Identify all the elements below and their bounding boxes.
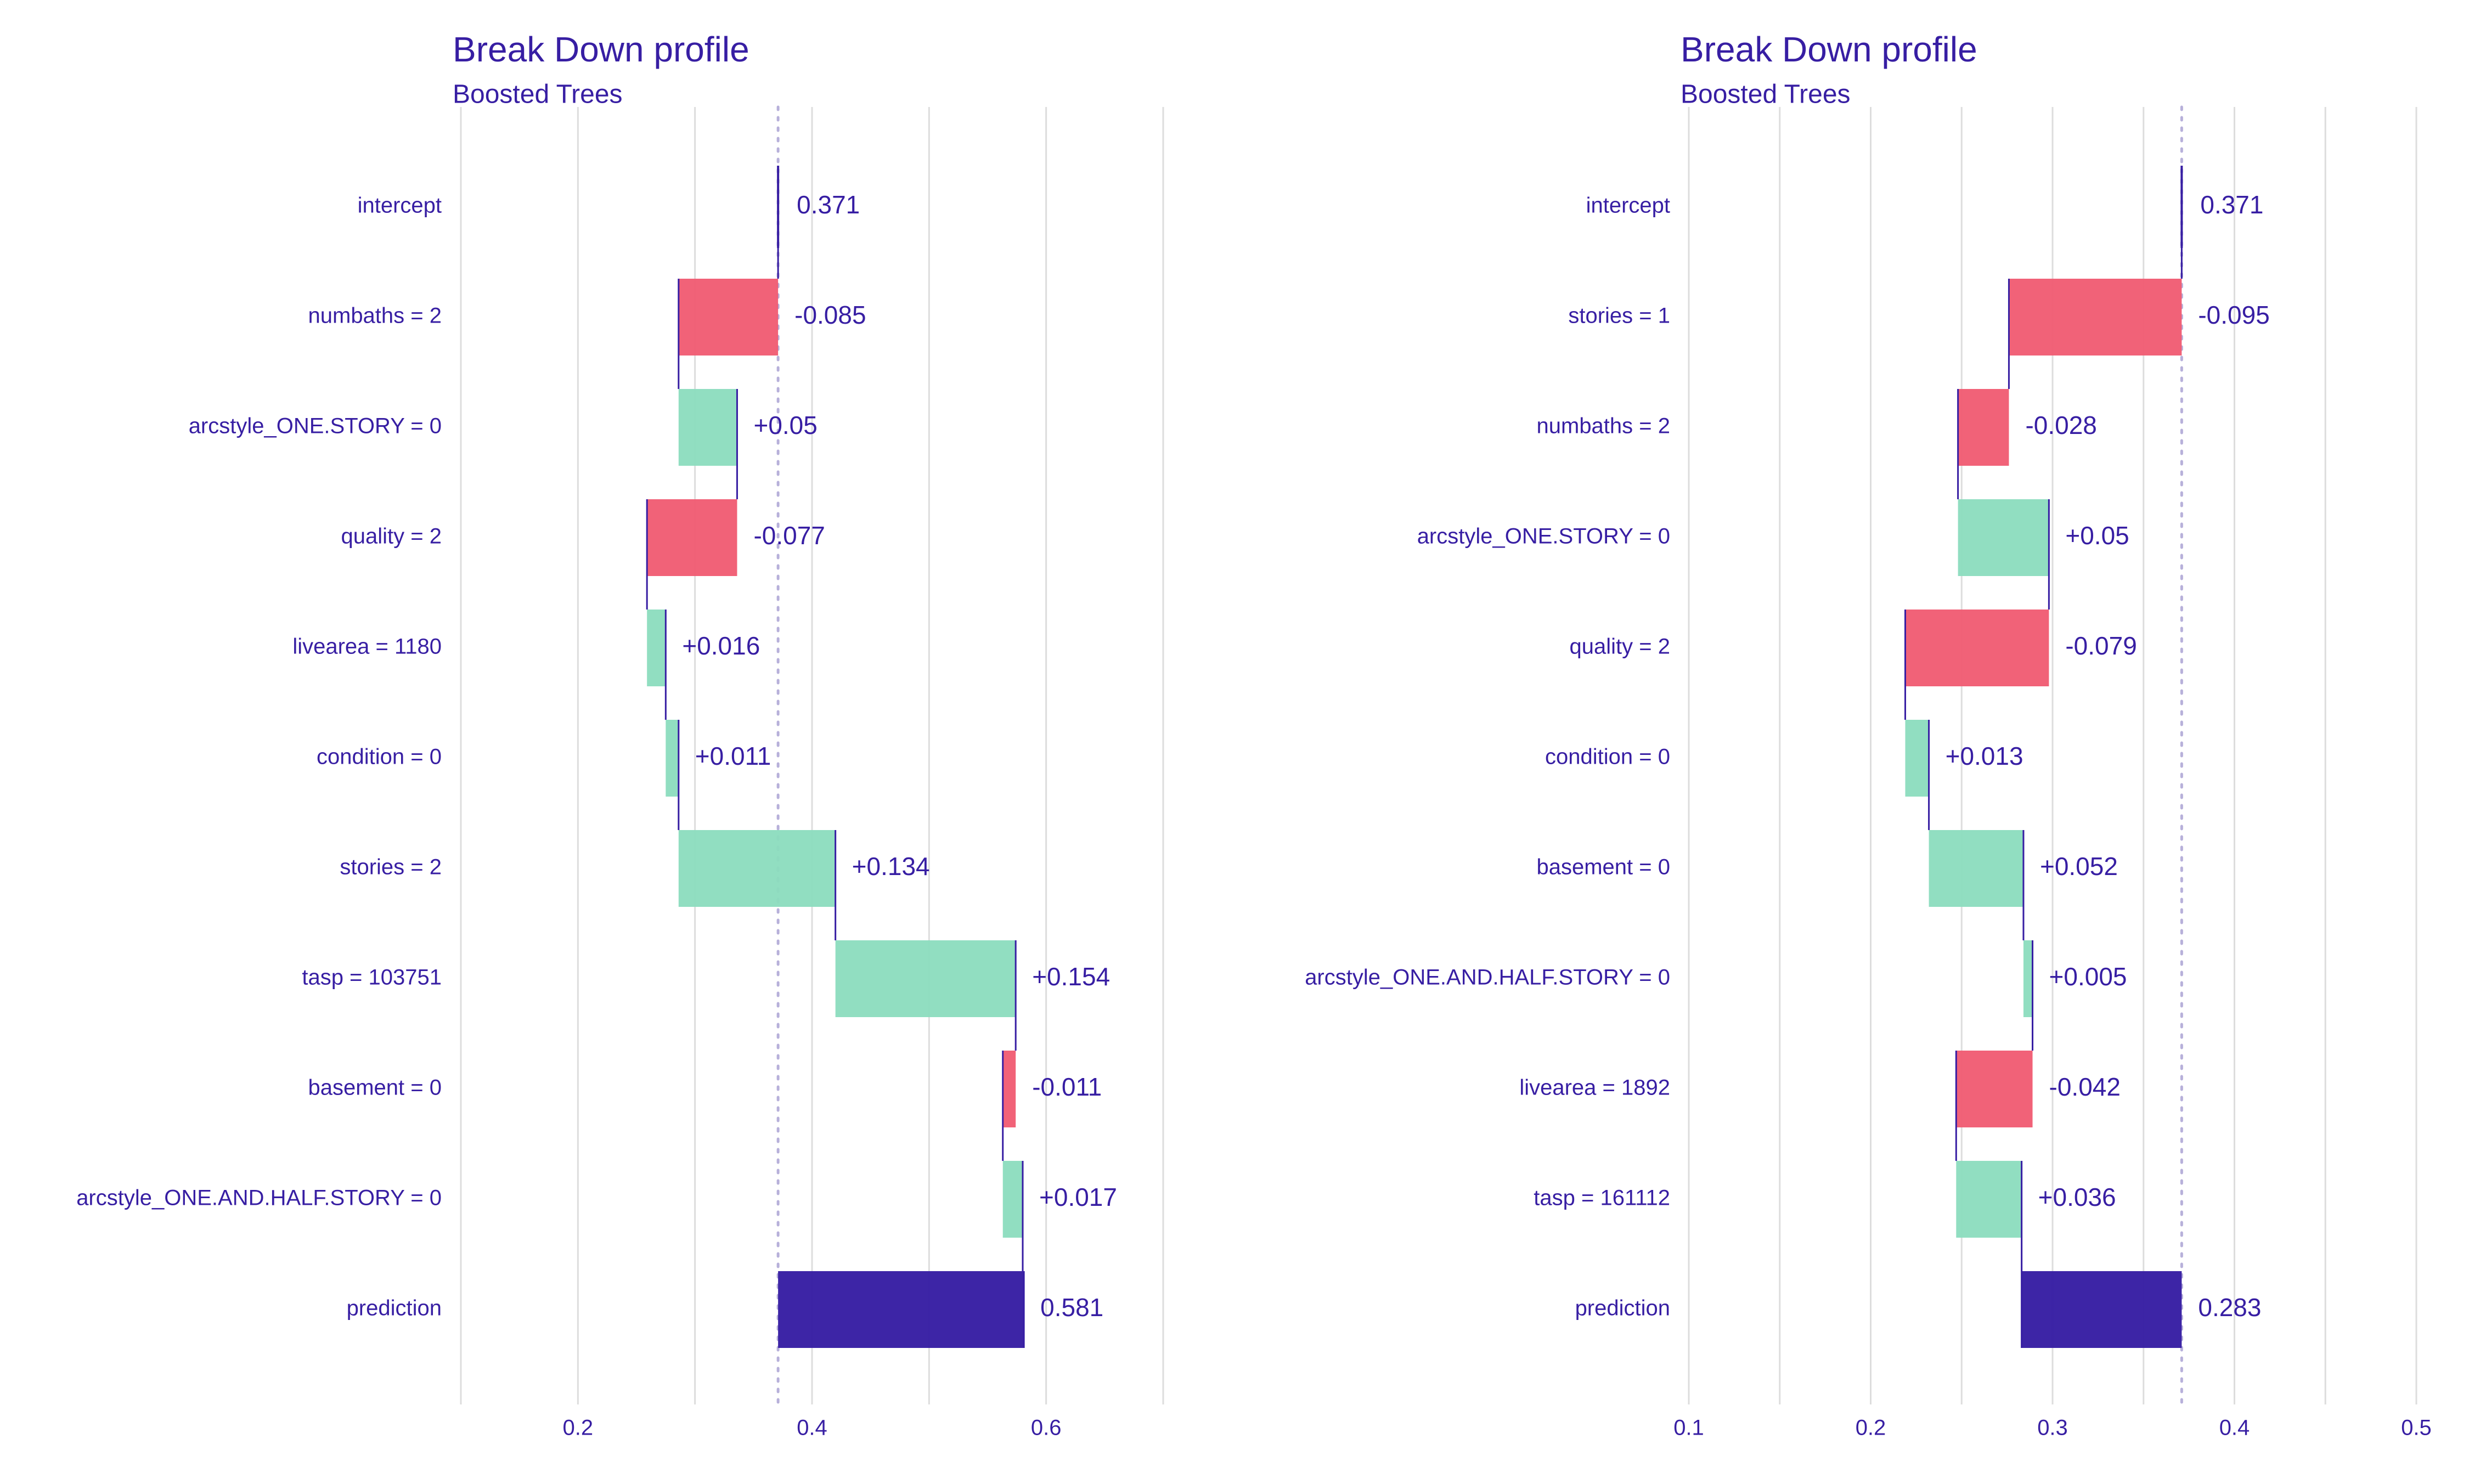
chart-title: Break Down profile — [1681, 30, 1977, 69]
row-label: arcstyle_ONE.AND.HALF.STORY = 0 — [1305, 966, 1670, 990]
value-label: -0.085 — [794, 301, 866, 329]
bar-basement-0 — [1002, 1051, 1016, 1127]
value-label: +0.154 — [1032, 962, 1110, 991]
value-label: 0.371 — [2200, 190, 2263, 219]
bar-quality-2 — [1905, 610, 2049, 686]
value-label: +0.011 — [695, 742, 771, 770]
x-tick-label: 0.6 — [1031, 1416, 1062, 1440]
bar-prediction — [778, 1271, 1024, 1348]
value-label: -0.095 — [2198, 301, 2269, 329]
bar-arcstyle-one-and-half-story-0 — [1002, 1161, 1023, 1238]
row-labels: intercept numbaths = 2 arcstyle_ONE.STORY … — [76, 194, 442, 1321]
row-label: quality = 2 — [1570, 635, 1670, 659]
row-label: arcstyle_ONE.AND.HALF.STORY = 0 — [76, 1186, 442, 1210]
x-tick-label: 0.5 — [2401, 1416, 2432, 1440]
value-label: 0.283 — [2198, 1293, 2261, 1322]
row-label: tasp = 161112 — [1534, 1186, 1670, 1210]
value-label: +0.013 — [1946, 742, 2023, 770]
bar-arcstyle-one-story-0 — [1958, 499, 2049, 576]
value-label: 0.581 — [1040, 1293, 1103, 1322]
value-label: +0.005 — [2049, 962, 2127, 991]
value-labels: 0.371 -0.085 +0.05 -0.077 +0.016 +0.011 +0.134… — [682, 190, 1117, 1322]
x-tick-labels: 0.2 0.4 0.6 — [563, 1416, 1062, 1440]
row-label: arcstyle_ONE.STORY = 0 — [1417, 524, 1670, 549]
bar-quality-2 — [647, 499, 737, 576]
chart-title: Break Down profile — [453, 30, 749, 69]
bar-prediction — [2021, 1271, 2182, 1348]
bar-condition-0 — [666, 720, 679, 797]
x-tick-label: 0.4 — [797, 1416, 827, 1440]
bar-arcstyle-one-story-0 — [678, 389, 737, 466]
bar-stories-2 — [678, 830, 836, 907]
row-label: prediction — [1575, 1296, 1670, 1321]
row-label: tasp = 103751 — [302, 966, 442, 990]
value-label: +0.134 — [852, 852, 930, 881]
row-label: intercept — [358, 194, 442, 218]
row-labels: intercept stories = 1 numbaths = 2 arcstyle… — [1305, 194, 1670, 1321]
bars — [1904, 166, 2183, 1348]
row-label: stories = 1 — [1568, 304, 1670, 328]
row-label: arcstyle_ONE.STORY = 0 — [189, 414, 442, 438]
bar-basement-0 — [1929, 830, 2023, 907]
row-label: prediction — [347, 1296, 442, 1321]
value-label: -0.077 — [753, 521, 825, 550]
row-label: basement = 0 — [308, 1076, 442, 1100]
bar-numbaths-2 — [678, 279, 779, 356]
value-label: +0.05 — [753, 411, 817, 439]
row-label: numbaths = 2 — [308, 304, 442, 328]
value-label: 0.371 — [797, 190, 860, 219]
row-label: quality = 2 — [341, 524, 442, 549]
value-label: -0.028 — [2025, 411, 2096, 439]
value-label: -0.042 — [2049, 1073, 2121, 1101]
value-label: -0.079 — [2065, 631, 2137, 660]
bar-tasp-161112 — [1956, 1161, 2022, 1238]
value-label: +0.016 — [682, 631, 760, 660]
x-tick-label: 0.2 — [563, 1416, 594, 1440]
bar-stories-1 — [2009, 279, 2182, 356]
value-label: +0.052 — [2040, 852, 2118, 881]
x-tick-label: 0.2 — [1856, 1416, 1886, 1440]
bar-numbaths-2 — [1958, 389, 2009, 466]
value-labels: 0.371 -0.095 -0.028 +0.05 -0.079 +0.013 +0.052… — [1946, 190, 2270, 1322]
bars — [646, 166, 1025, 1348]
row-label: livearea = 1892 — [1519, 1076, 1670, 1100]
bar-condition-0 — [1905, 720, 1929, 797]
value-label: +0.017 — [1039, 1183, 1117, 1211]
bar-livearea-1180 — [647, 610, 666, 686]
value-label: +0.036 — [2038, 1183, 2116, 1211]
row-label: numbaths = 2 — [1537, 414, 1671, 438]
bar-livearea-1892 — [1956, 1051, 2033, 1127]
chart-subtitle: Boosted Trees — [1681, 80, 1851, 109]
chart-subtitle: Boosted Trees — [453, 80, 623, 109]
row-label: condition = 0 — [1545, 745, 1670, 769]
bar-tasp-103751 — [835, 940, 1016, 1017]
row-label: stories = 2 — [340, 855, 442, 879]
x-tick-label: 0.1 — [1673, 1416, 1704, 1440]
x-tick-labels: 0.1 0.2 0.3 0.4 0.5 — [1673, 1416, 2432, 1440]
row-label: intercept — [1586, 194, 1670, 218]
row-label: basement = 0 — [1537, 855, 1671, 879]
row-label: condition = 0 — [317, 745, 442, 769]
value-label: +0.05 — [2065, 521, 2129, 550]
panel-left: Break Down profile Boosted Trees intercept… — [76, 30, 1164, 1440]
bar-arcstyle-one-and-half-story-0 — [2023, 940, 2033, 1017]
x-tick-label: 0.4 — [2219, 1416, 2250, 1440]
value-label: -0.011 — [1032, 1073, 1102, 1101]
row-label: livearea = 1180 — [292, 635, 442, 659]
x-tick-label: 0.3 — [2037, 1416, 2068, 1440]
panel-right: Break Down profile Boosted Trees intercept… — [1305, 30, 2432, 1440]
